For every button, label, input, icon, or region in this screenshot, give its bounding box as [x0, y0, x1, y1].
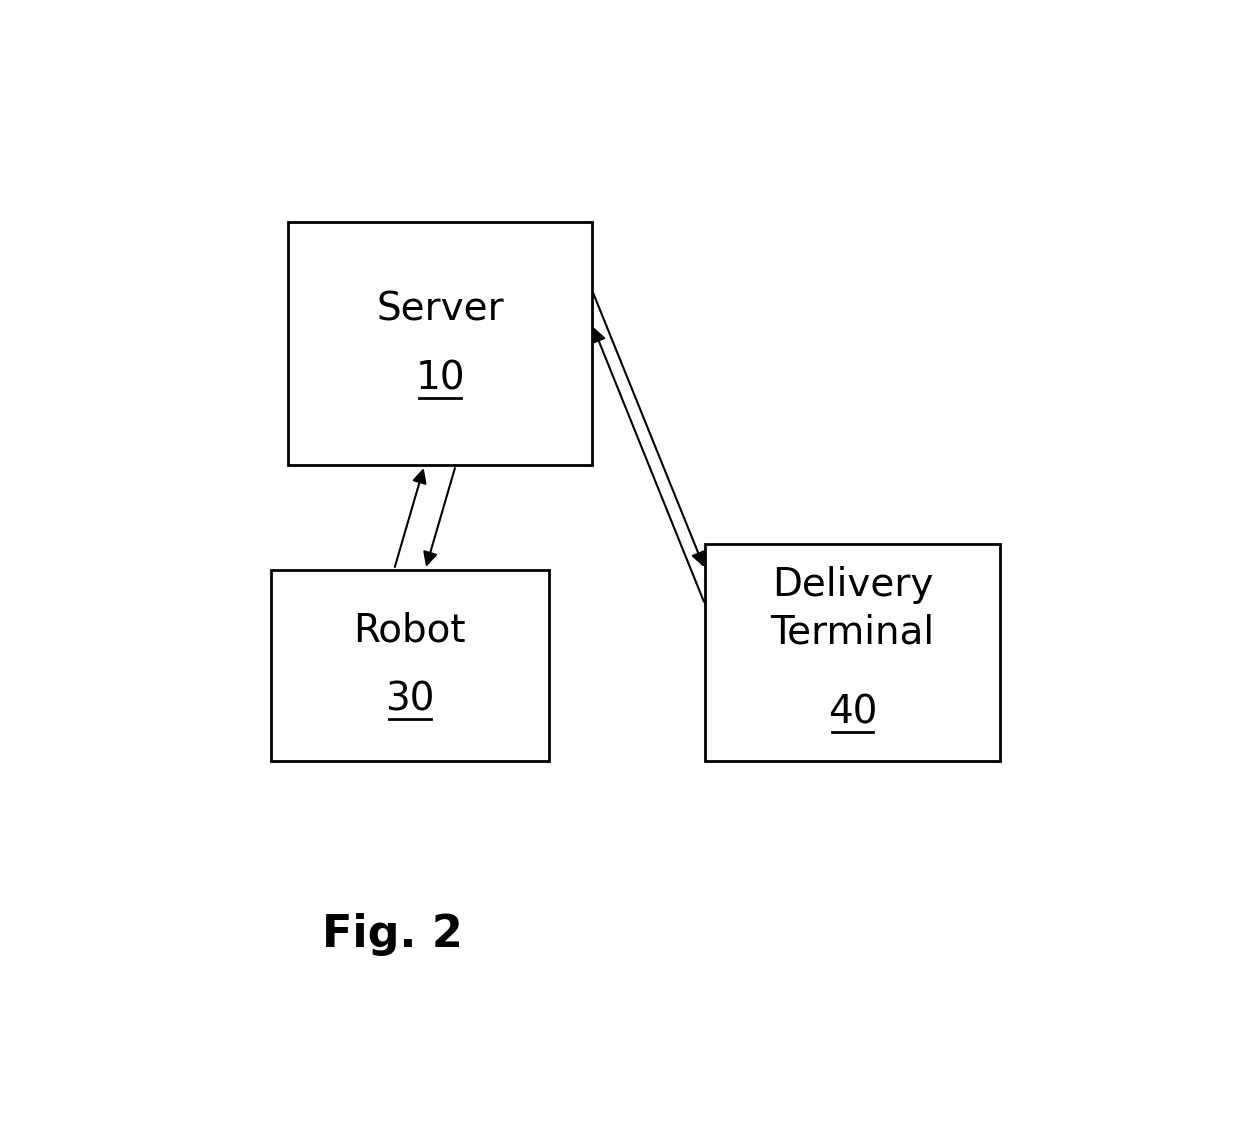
Text: Server: Server	[376, 290, 503, 328]
Bar	[270, 570, 548, 760]
Text: 10: 10	[415, 360, 465, 397]
Text: Delivery
Terminal: Delivery Terminal	[770, 566, 935, 651]
Text: Robot: Robot	[353, 611, 466, 650]
Bar	[706, 544, 1001, 760]
Bar	[288, 222, 591, 466]
Text: Fig. 2: Fig. 2	[322, 913, 463, 955]
Text: 30: 30	[384, 681, 434, 719]
Text: 40: 40	[828, 694, 878, 732]
